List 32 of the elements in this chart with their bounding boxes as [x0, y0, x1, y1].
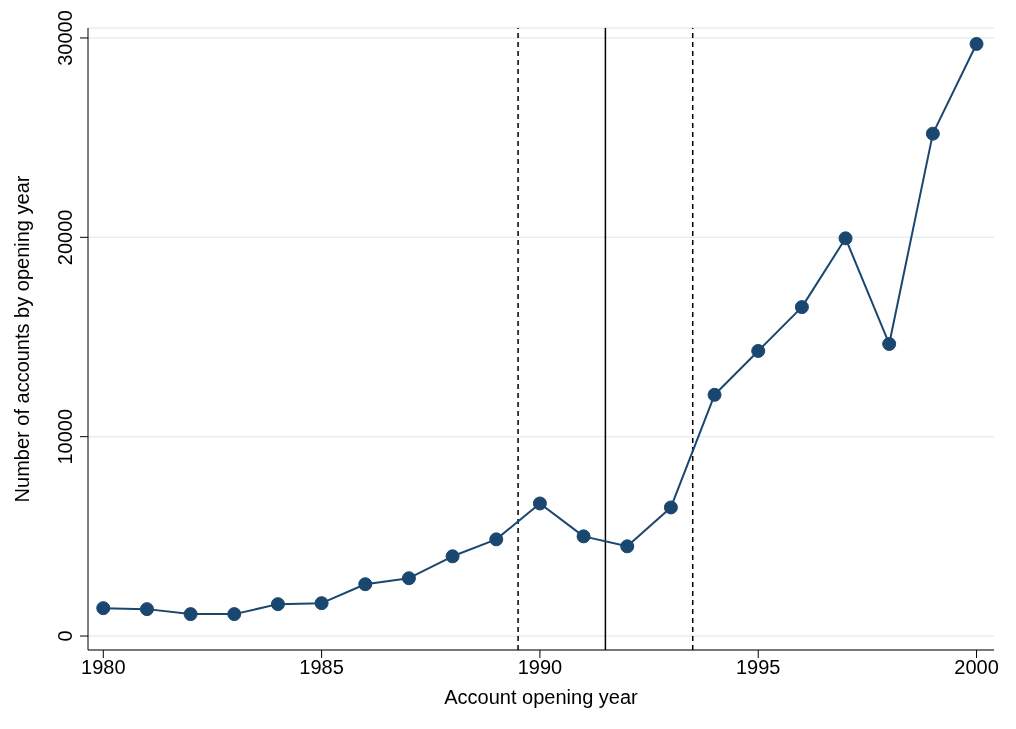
point	[576, 529, 591, 544]
point	[620, 539, 635, 554]
point	[707, 387, 722, 402]
point	[489, 532, 504, 547]
x-tick-label: 1995	[735, 656, 781, 679]
point	[96, 601, 111, 616]
point	[969, 36, 984, 51]
point	[270, 597, 285, 612]
point	[445, 549, 460, 564]
point	[358, 577, 373, 592]
y-tick-label: 0	[54, 630, 76, 642]
y-axis-title: Number of accounts by opening year	[11, 175, 34, 503]
point	[751, 343, 766, 358]
point	[227, 607, 242, 622]
x-tick-label: 1985	[299, 656, 344, 679]
x-axis-title: Account opening year	[444, 686, 639, 708]
point	[925, 126, 940, 141]
point	[401, 571, 416, 586]
point	[532, 496, 547, 511]
point	[314, 596, 329, 611]
x-tick-label: 2000	[954, 656, 999, 679]
point	[139, 602, 154, 617]
point	[882, 336, 897, 351]
point	[183, 607, 198, 622]
x-tick-label: 1990	[517, 656, 563, 679]
point	[794, 300, 809, 315]
y-tick-label: 20000	[54, 209, 76, 266]
y-tick-label: 10000	[54, 408, 76, 465]
y-tick-label: 30000	[54, 10, 76, 66]
x-tick-label: 1980	[81, 656, 126, 679]
point	[838, 231, 853, 246]
point	[663, 500, 678, 515]
